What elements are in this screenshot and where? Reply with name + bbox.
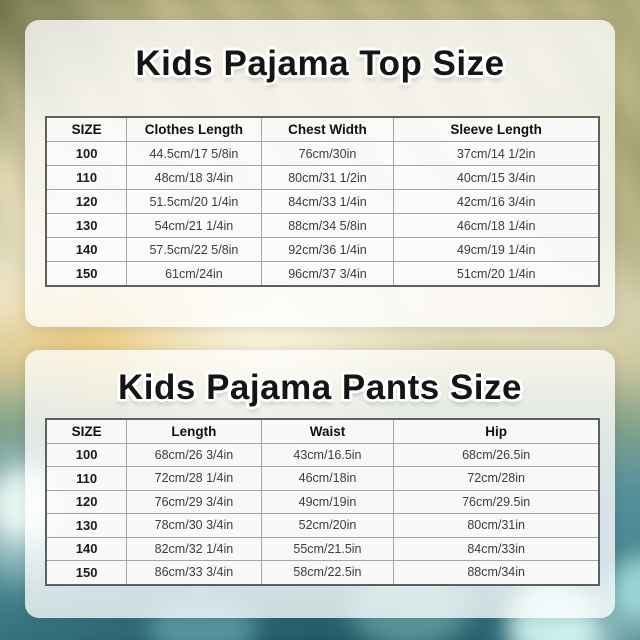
header-sleeve-length: Sleeve Length (393, 116, 600, 142)
waist-cell: 43cm/16.5in (260, 442, 395, 467)
chest-width-cell: 80cm/31 1/2in (260, 165, 395, 190)
size-cell: 110 (45, 165, 128, 190)
chest-width-cell: 88cm/34 5/8in (260, 213, 395, 238)
waist-cell: 46cm/18in (260, 466, 395, 491)
length-cell: 76cm/29 3/4in (126, 489, 262, 514)
clothes-length-cell: 51.5cm/20 1/4in (126, 189, 262, 214)
hip-cell: 72cm/28in (393, 466, 600, 491)
length-cell: 82cm/32 1/4in (126, 536, 262, 561)
header-chest-width: Chest Width (260, 116, 395, 142)
clothes-length-cell: 44.5cm/17 5/8in (126, 141, 262, 166)
length-cell: 86cm/33 3/4in (126, 560, 262, 585)
sleeve-length-cell: 51cm/20 1/4in (393, 261, 600, 287)
table-row: 120 76cm/29 3/4in 49cm/19in 76cm/29.5in (45, 489, 600, 514)
table-row: 130 78cm/30 3/4in 52cm/20in 80cm/31in (45, 513, 600, 538)
length-cell: 68cm/26 3/4in (126, 442, 262, 467)
pants-size-title: Kids Pajama Pants Size (118, 368, 522, 407)
size-cell: 130 (45, 513, 128, 538)
chest-width-cell: 76cm/30in (260, 141, 395, 166)
clothes-length-cell: 48cm/18 3/4in (126, 165, 262, 190)
table-row: 130 54cm/21 1/4in 88cm/34 5/8in 46cm/18 … (45, 213, 600, 238)
clothes-length-cell: 54cm/21 1/4in (126, 213, 262, 238)
sleeve-length-cell: 40cm/15 3/4in (393, 165, 600, 190)
table-row: 110 48cm/18 3/4in 80cm/31 1/2in 40cm/15 … (45, 165, 600, 190)
waist-cell: 55cm/21.5in (260, 536, 395, 561)
hip-cell: 80cm/31in (393, 513, 600, 538)
size-cell: 150 (45, 261, 128, 287)
size-cell: 140 (45, 536, 128, 561)
size-cell: 150 (45, 560, 128, 585)
size-cell: 140 (45, 237, 128, 262)
header-size: SIZE (45, 418, 128, 444)
hip-cell: 88cm/34in (393, 560, 600, 585)
table-row: 110 72cm/28 1/4in 46cm/18in 72cm/28in (45, 466, 600, 491)
sleeve-length-cell: 46cm/18 1/4in (393, 213, 600, 238)
table-row: 120 51.5cm/20 1/4in 84cm/33 1/4in 42cm/1… (45, 189, 600, 214)
length-cell: 78cm/30 3/4in (126, 513, 262, 538)
table-header-row: SIZE Clothes Length Chest Width Sleeve L… (45, 116, 600, 142)
hip-cell: 84cm/33in (393, 536, 600, 561)
header-size: SIZE (45, 116, 128, 142)
hip-cell: 68cm/26.5in (393, 442, 600, 467)
table-row: 100 68cm/26 3/4in 43cm/16.5in 68cm/26.5i… (45, 442, 600, 467)
hip-cell: 76cm/29.5in (393, 489, 600, 514)
table-row: 100 44.5cm/17 5/8in 76cm/30in 37cm/14 1/… (45, 141, 600, 166)
table-row: 140 57.5cm/22 5/8in 92cm/36 1/4in 49cm/1… (45, 237, 600, 262)
size-cell: 130 (45, 213, 128, 238)
sleeve-length-cell: 42cm/16 3/4in (393, 189, 600, 214)
header-waist: Waist (260, 418, 395, 444)
clothes-length-cell: 61cm/24in (126, 261, 262, 287)
chest-width-cell: 92cm/36 1/4in (260, 237, 395, 262)
sleeve-length-cell: 37cm/14 1/2in (393, 141, 600, 166)
header-length: Length (126, 418, 262, 444)
sleeve-length-cell: 49cm/19 1/4in (393, 237, 600, 262)
table-row: 140 82cm/32 1/4in 55cm/21.5in 84cm/33in (45, 536, 600, 561)
table-row: 150 86cm/33 3/4in 58cm/22.5in 88cm/34in (45, 560, 600, 585)
table-row: 150 61cm/24in 96cm/37 3/4in 51cm/20 1/4i… (45, 261, 600, 287)
waist-cell: 58cm/22.5in (260, 560, 395, 585)
pants-size-table: SIZE Length Waist Hip 100 68cm/26 3/4in … (45, 418, 600, 586)
top-size-table: SIZE Clothes Length Chest Width Sleeve L… (45, 116, 600, 287)
top-size-title: Kids Pajama Top Size (135, 44, 505, 83)
chest-width-cell: 96cm/37 3/4in (260, 261, 395, 287)
length-cell: 72cm/28 1/4in (126, 466, 262, 491)
header-hip: Hip (393, 418, 600, 444)
chest-width-cell: 84cm/33 1/4in (260, 189, 395, 214)
top-size-panel: Kids Pajama Top Size SIZE Clothes Length… (25, 20, 615, 327)
clothes-length-cell: 57.5cm/22 5/8in (126, 237, 262, 262)
waist-cell: 49cm/19in (260, 489, 395, 514)
size-cell: 100 (45, 141, 128, 166)
size-cell: 110 (45, 466, 128, 491)
table-header-row: SIZE Length Waist Hip (45, 418, 600, 444)
pants-size-panel: Kids Pajama Pants Size SIZE Length Waist… (25, 350, 615, 618)
header-clothes-length: Clothes Length (126, 116, 262, 142)
waist-cell: 52cm/20in (260, 513, 395, 538)
size-cell: 100 (45, 442, 128, 467)
size-cell: 120 (45, 489, 128, 514)
size-cell: 120 (45, 189, 128, 214)
